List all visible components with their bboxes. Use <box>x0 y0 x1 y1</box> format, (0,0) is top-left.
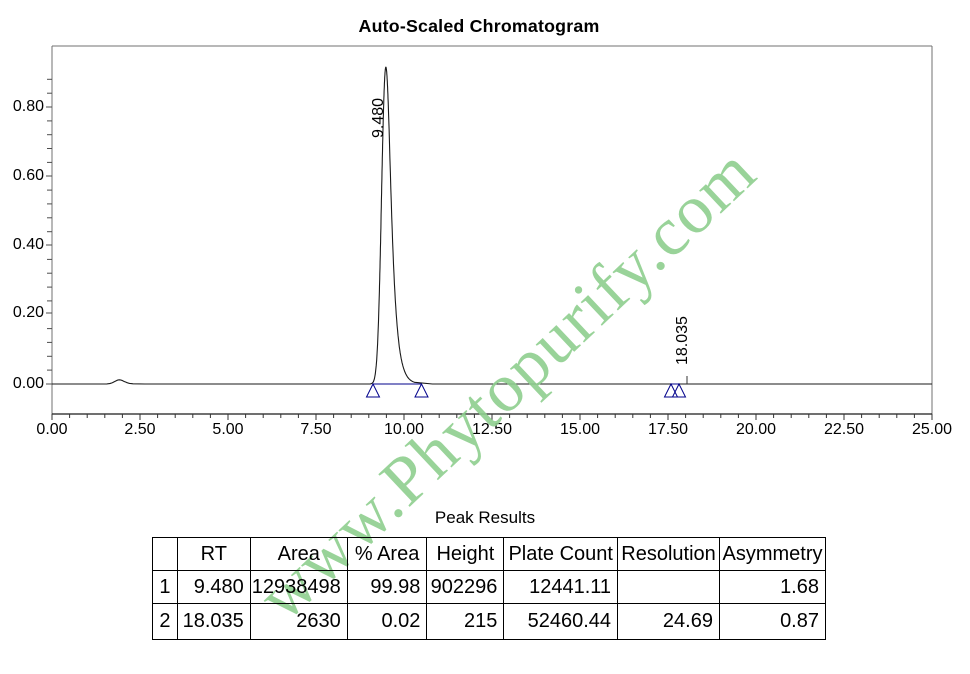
svg-text:0.80: 0.80 <box>13 98 44 115</box>
svg-text:0.60: 0.60 <box>13 167 44 184</box>
svg-text:0.20: 0.20 <box>13 304 44 321</box>
svg-text:12.50: 12.50 <box>472 421 512 438</box>
svg-text:15.00: 15.00 <box>560 421 600 438</box>
svg-text:5.00: 5.00 <box>212 421 243 438</box>
svg-text:25.00: 25.00 <box>912 421 952 438</box>
svg-text:0.00: 0.00 <box>13 375 44 392</box>
svg-text:17.50: 17.50 <box>648 421 688 438</box>
svg-text:0.40: 0.40 <box>13 236 44 253</box>
svg-text:7.50: 7.50 <box>300 421 331 438</box>
svg-text:20.00: 20.00 <box>736 421 776 438</box>
svg-text:10.00: 10.00 <box>384 421 424 438</box>
svg-text:22.50: 22.50 <box>824 421 864 438</box>
svg-text:18.035: 18.035 <box>674 316 691 365</box>
svg-text:0.00: 0.00 <box>36 421 67 438</box>
svg-text:2.50: 2.50 <box>124 421 155 438</box>
svg-text:9.480: 9.480 <box>370 98 387 138</box>
